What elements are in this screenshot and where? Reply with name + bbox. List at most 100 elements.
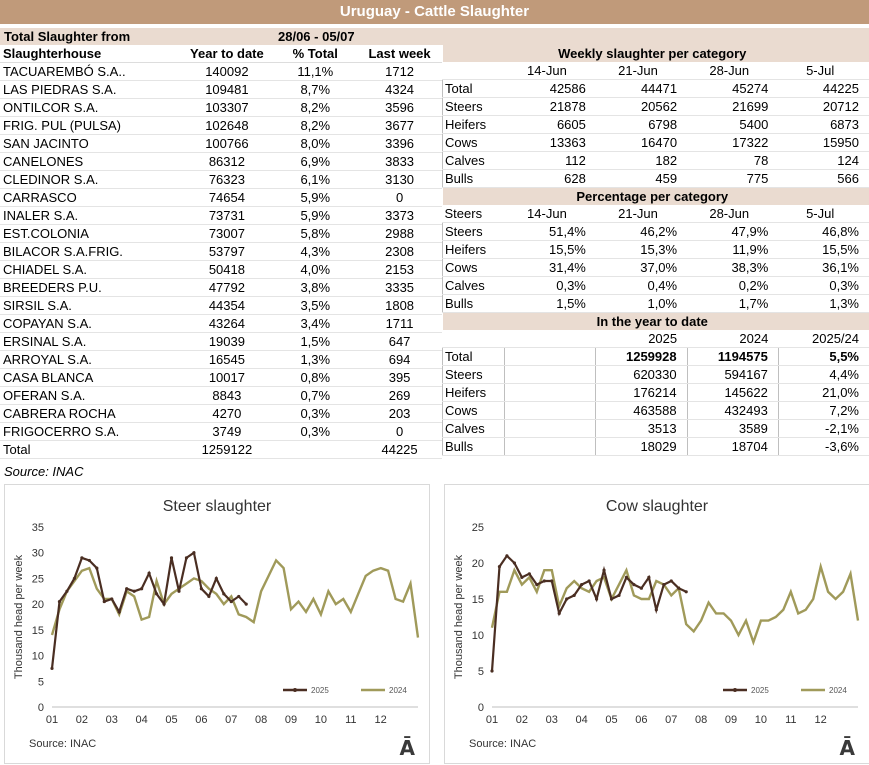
- slaughterhouse-name: ERSINAL S.A.: [0, 332, 181, 351]
- weekly-col-header-col: 14-Jun: [504, 62, 596, 80]
- ytd-row-label: Heifers: [441, 383, 505, 402]
- weekly-col-header-col: 28-Jun: [687, 62, 779, 80]
- percentage-row-label: Steers: [441, 222, 505, 241]
- cow-chart-point-2025: [587, 579, 591, 583]
- steer-chart-point-2025: [57, 599, 62, 604]
- year-to-date-value: 10017: [180, 368, 274, 387]
- steer-chart-legend-label: 2024: [389, 686, 407, 695]
- weekly-row-value: 459: [595, 169, 688, 188]
- percentage-row-value: 38,3%: [687, 258, 779, 277]
- pct-total-value: 6,1%: [273, 170, 358, 189]
- percentage-row: Steers 51,4% 46,2% 47,9% 46,8%: [441, 222, 869, 241]
- cow-chart-point-2025: [684, 590, 688, 594]
- cow-chart-legend-marker: [733, 688, 737, 692]
- cow-chart-point-2025: [639, 586, 643, 590]
- last-week-value: 1808: [357, 296, 442, 315]
- slaughterhouse-row: CANELONES 86312 6,9% 3833: [0, 152, 442, 171]
- percentage-row-value: 11,9%: [687, 240, 779, 259]
- year-to-date-value: 16545: [180, 350, 274, 369]
- ytd-section: In the year to date: [442, 312, 869, 330]
- percentage-row-value: 1,7%: [687, 294, 779, 313]
- weekly-row: Calves 112 182 78 124: [441, 151, 869, 170]
- cow-chart-point-2025: [677, 586, 681, 590]
- percentage-col-header-col: 21-Jun: [595, 205, 688, 223]
- year-to-date-value: 43264: [180, 314, 274, 333]
- cow-chart-title: Cow slaughter: [606, 498, 709, 515]
- steer-chart-point-2025: [214, 576, 218, 581]
- ytd-row-value: 21,0%: [777, 383, 869, 402]
- cow-chart-point-2025: [520, 575, 524, 579]
- weekly-row-value: 44471: [595, 79, 688, 98]
- steer-chart-point-2025: [87, 558, 91, 563]
- year-to-date-value: 3749: [180, 422, 274, 441]
- weekly-col-header-col: 5-Jul: [778, 62, 869, 80]
- cow-chart-xtick: 04: [576, 714, 588, 726]
- steer-chart-legend-label: 2025: [311, 686, 329, 695]
- last-week-value: 0: [357, 188, 442, 207]
- slaughterhouse-name: CARRASCO: [0, 188, 181, 207]
- ytd-row: Total 1259928 1194575 5,5%: [441, 347, 869, 366]
- pct-total-value: 1,3%: [273, 350, 358, 369]
- slaughterhouse-row: FRIG. PUL (PULSA) 102648 8,2% 3677: [0, 116, 442, 135]
- slaughterhouse-row: TACUAREMBÓ S.A.. 140092 11,1% 1712: [0, 62, 442, 81]
- ytd-col: 2025: [595, 330, 688, 348]
- steer-chart-ytick: 35: [32, 522, 44, 534]
- percentage-row: Calves 0,3% 0,4% 0,2% 0,3%: [441, 276, 869, 295]
- year-to-date-value: 73731: [180, 206, 274, 225]
- pct-total-value: 0,3%: [273, 404, 358, 423]
- weekly-row-value: 6798: [595, 115, 688, 134]
- ytd-row-value: 18029: [595, 437, 688, 456]
- cow-chart-point-2025: [542, 579, 546, 583]
- last-week-value: 3833: [357, 152, 442, 171]
- ytd-row: Bulls 18029 18704 -3,6%: [441, 437, 869, 456]
- last-week-value: 3396: [357, 134, 442, 153]
- year-to-date-value: 73007: [180, 224, 274, 243]
- cow-chart-point-2025: [550, 579, 554, 583]
- ytd-row-spacer: [504, 383, 596, 402]
- weekly-row: Total 42586 44471 45274 44225: [441, 79, 869, 98]
- last-week-value: 3596: [357, 98, 442, 117]
- cow-chart-point-2025: [624, 575, 629, 579]
- slaughterhouse-row: SAN JACINTO 100766 8,0% 3396: [0, 134, 442, 153]
- ytd-row-spacer: [504, 401, 596, 420]
- slaughterhouse-row: BREEDERS P.U. 47792 3,8% 3335: [0, 278, 442, 297]
- percentage-row-value: 1,0%: [595, 294, 688, 313]
- year-to-date-value: 53797: [180, 242, 274, 261]
- weekly-row-value: 566: [778, 169, 869, 188]
- ytd-row-value: 5,5%: [777, 347, 869, 366]
- slaughterhouse-name: FRIGOCERRO S.A.: [0, 422, 181, 441]
- steer-chart-logo: Ā: [400, 736, 416, 760]
- steer-chart-point-2025: [154, 592, 159, 596]
- pct-total-value: 3,5%: [273, 296, 358, 315]
- pct-total-value: 8,0%: [273, 134, 358, 153]
- slaughterhouse-name: BREEDERS P.U.: [0, 278, 181, 297]
- year-to-date-value: 74654: [180, 188, 274, 207]
- steer-chart-point-2025: [222, 592, 226, 596]
- cow-chart-point-2025: [512, 561, 517, 565]
- ytd-row-value: 4,4%: [777, 365, 869, 384]
- cow-chart-xtick: 11: [785, 714, 796, 726]
- period-row: Total Slaughter from 28/06 - 05/07: [0, 28, 869, 45]
- last-week-value: 1712: [357, 62, 442, 81]
- pct-total-value: 5,9%: [273, 206, 358, 225]
- source-note: Source: INAC: [4, 464, 84, 479]
- steer-chart-ytick: 5: [38, 676, 44, 688]
- percentage-row-value: 47,9%: [687, 222, 779, 241]
- slaughterhouse-name: TACUAREMBÓ S.A..: [0, 62, 181, 81]
- slaughterhouse-row: ERSINAL S.A. 19039 1,5% 647: [0, 332, 442, 351]
- cow-chart-legend-label: 2025: [751, 686, 769, 695]
- percentage-row-value: 46,8%: [778, 222, 869, 241]
- period-value: 28/06 - 05/07: [278, 29, 355, 44]
- year-to-date-value: 8843: [180, 386, 274, 405]
- cow-chart-point-2025: [535, 583, 539, 587]
- cow-chart-xtick: 10: [755, 714, 767, 726]
- weekly-section: Weekly slaughter per category: [442, 45, 869, 62]
- steer-chart-point-2025: [169, 556, 174, 560]
- weekly-row-label: Steers: [441, 97, 505, 116]
- weekly-row-label: Calves: [441, 151, 505, 170]
- col-header-slaughterhouse: Slaughterhouse: [0, 45, 181, 63]
- steer-chart-point-2025: [199, 587, 203, 591]
- slaughterhouse-name: ARROYAL S.A.: [0, 350, 181, 369]
- weekly-col-header: 14-Jun 21-Jun 28-Jun 5-Jul: [442, 62, 869, 80]
- percentage-col-header-col: 28-Jun: [687, 205, 779, 223]
